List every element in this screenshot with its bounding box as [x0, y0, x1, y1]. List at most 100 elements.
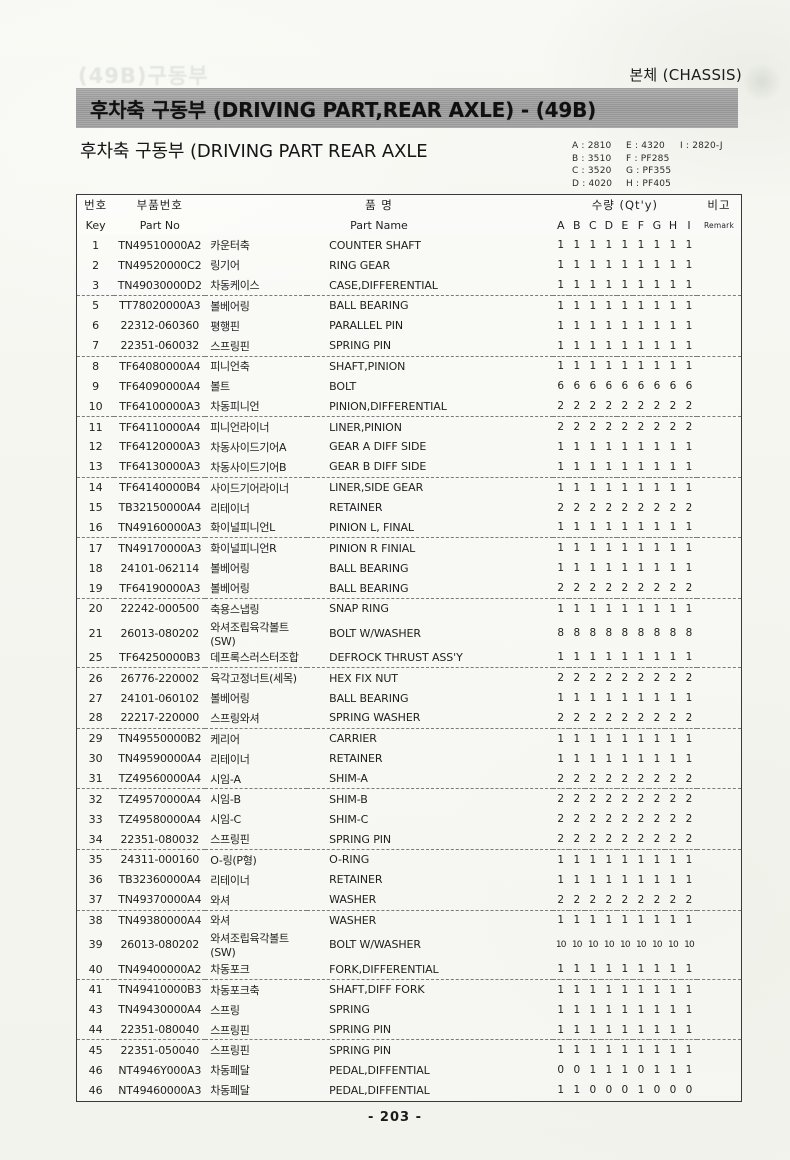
- cell-remark: [697, 296, 741, 316]
- ghost-watermark-left: (49B)구동부: [78, 64, 209, 88]
- cell-qty-a: 1: [557, 239, 565, 252]
- cell-part-number: TF64110000A4: [119, 420, 201, 434]
- section-title: 후차축 구동부 (DRIVING PART,REAR AXLE) - (49B): [90, 97, 597, 122]
- cell-qty-c: 1: [589, 1044, 597, 1057]
- legend-code-right: [680, 178, 752, 191]
- cell-qty-i: 1: [680, 517, 698, 539]
- cell-qty-i: 1: [680, 457, 698, 478]
- cell-part-name-kr: 차동포크축: [210, 983, 260, 997]
- page-number: - 203 -: [368, 1110, 422, 1125]
- header-name-en: Part Name: [205, 215, 553, 235]
- cell-qty-a: 2: [552, 578, 569, 599]
- cell-qty-d: 2: [605, 501, 613, 514]
- cell-qty-h: 2: [669, 793, 677, 806]
- cell-qty-i: 2: [685, 501, 693, 514]
- cell-qty-d: 1: [605, 299, 613, 312]
- cell-part-number: TN49380000A4: [118, 913, 202, 927]
- cell-qty-h: 1: [669, 732, 677, 745]
- cell-qty-i: 1: [680, 335, 698, 357]
- cell-part-number: TZ49570000A4: [118, 792, 202, 806]
- table-row: 41 TN49410000B3 차동포크축 SHAFT,DIFF FORK 1 1 1 1 1 1…: [77, 979, 741, 999]
- cell-key: 43: [88, 1003, 103, 1017]
- cell-qty-h: 10: [668, 939, 679, 950]
- cell-qty-b: 2: [568, 708, 585, 729]
- cell-qty-g: 1: [648, 335, 665, 357]
- cell-key: 32: [88, 792, 103, 806]
- cell-qty-e: 0: [621, 1084, 629, 1097]
- cell-qty-h: 1: [669, 360, 677, 373]
- cell-qty-h: 1: [664, 647, 681, 669]
- cell-qty-g: 1: [653, 1064, 661, 1077]
- cell-qty-f: 1: [637, 440, 645, 453]
- cell-qty-i: 1: [685, 440, 693, 453]
- cell-qty-h: 1: [664, 959, 681, 980]
- cell-qty-f: 1: [632, 959, 649, 980]
- cell-part-name-en: BALL BEARING: [329, 691, 409, 705]
- cell-part-number: TN49510000A2: [118, 238, 202, 252]
- cell-qty-c: 1: [584, 335, 601, 357]
- cell-part-number: TF64250000B3: [114, 647, 206, 669]
- table-row: 14 TF64140000B4 사이드기어라이너 LINER,SIDE GEAR 1 1 1…: [77, 477, 741, 497]
- legend-row: C : 3520 G : PF355: [572, 165, 752, 178]
- cell-qty-g: 2: [648, 708, 665, 729]
- cell-part-number: TN49400000A2: [114, 959, 206, 980]
- cell-key: 27: [88, 691, 103, 705]
- header-key-en: Key: [77, 215, 115, 235]
- cell-part-name-en: SPRING PIN: [307, 1019, 553, 1041]
- cell-qty-f: 1: [637, 732, 645, 745]
- cell-part-number: 26013-080202: [120, 626, 200, 640]
- cell-part-number: NT49460000A3: [118, 1083, 202, 1097]
- cell-part-name-kr: 피니언축: [210, 360, 250, 374]
- cell-key: 33: [88, 812, 103, 826]
- cell-remark: [697, 789, 741, 809]
- cell-remark: [697, 619, 741, 648]
- cell-qty-f: 1: [637, 319, 645, 332]
- cell-qty-c: 1: [584, 647, 601, 669]
- cell-part-name-en: CARRIER: [329, 732, 377, 746]
- cell-remark: [697, 255, 741, 275]
- cell-qty-c: 1: [589, 299, 597, 312]
- cell-remark: [697, 849, 741, 869]
- cell-remark: [697, 497, 741, 517]
- cell-qty-d: 1: [605, 692, 613, 705]
- table-row: 45 22351-050040 스프링핀 SPRING PIN 1 1 1 1 1 1 1 1 1: [77, 1040, 741, 1060]
- cell-qty-c: 1: [589, 1064, 597, 1077]
- cell-qty-h: 1: [669, 542, 677, 555]
- header-qty-col-f: F: [632, 215, 649, 235]
- cell-qty-f: 1: [637, 853, 645, 866]
- cell-part-number: TF64080000A4: [119, 359, 201, 373]
- cell-qty-f: 2: [632, 708, 649, 729]
- cell-qty-c: 1: [589, 259, 597, 272]
- cell-remark: [697, 376, 741, 396]
- cell-qty-c: 1: [589, 853, 597, 866]
- cell-part-number: 24311-000160: [120, 853, 200, 867]
- cell-remark: [697, 356, 741, 376]
- cell-part-name-kr: 와셔: [205, 889, 308, 911]
- cell-qty-f: 1: [637, 360, 645, 373]
- cell-remark: [697, 708, 741, 729]
- cell-qty-a: 1: [557, 853, 565, 866]
- cell-qty-f: 1: [637, 481, 645, 494]
- cell-qty-h: 2: [669, 501, 677, 514]
- cell-qty-e: 1: [616, 517, 633, 539]
- cell-qty-e: 1: [616, 1019, 633, 1041]
- cell-remark: [697, 1040, 741, 1060]
- cell-part-number: TF64090000A4: [119, 379, 201, 393]
- chassis-label: 본체 (CHASSIS): [629, 66, 742, 84]
- cell-qty-g: 2: [648, 396, 665, 418]
- cell-part-name-en: GEAR B DIFF SIDE: [307, 457, 553, 478]
- cell-part-name-en: SPRING WASHER: [307, 708, 553, 729]
- cell-qty-g: 1: [653, 1044, 661, 1057]
- cell-part-number: TN49430000A4: [118, 1003, 202, 1017]
- cell-part-number: TB32360000A4: [118, 873, 202, 887]
- header-qty-col-i: I: [680, 215, 698, 235]
- cell-qty-e: 1: [621, 239, 629, 252]
- legend-code-left: A : 2810: [572, 141, 612, 151]
- cell-qty-a: 1: [557, 914, 565, 927]
- parts-table-container: 번호 부품번호 품 명 수량 (Qt'y) 비고 Key Part No Par…: [76, 194, 742, 1102]
- cell-remark: [697, 1000, 741, 1020]
- cell-part-name-kr: 리테이너: [210, 752, 250, 766]
- cell-qty-b: 1: [573, 542, 581, 555]
- cell-qty-h: 1: [664, 517, 681, 539]
- cell-qty-g: 1: [648, 517, 665, 539]
